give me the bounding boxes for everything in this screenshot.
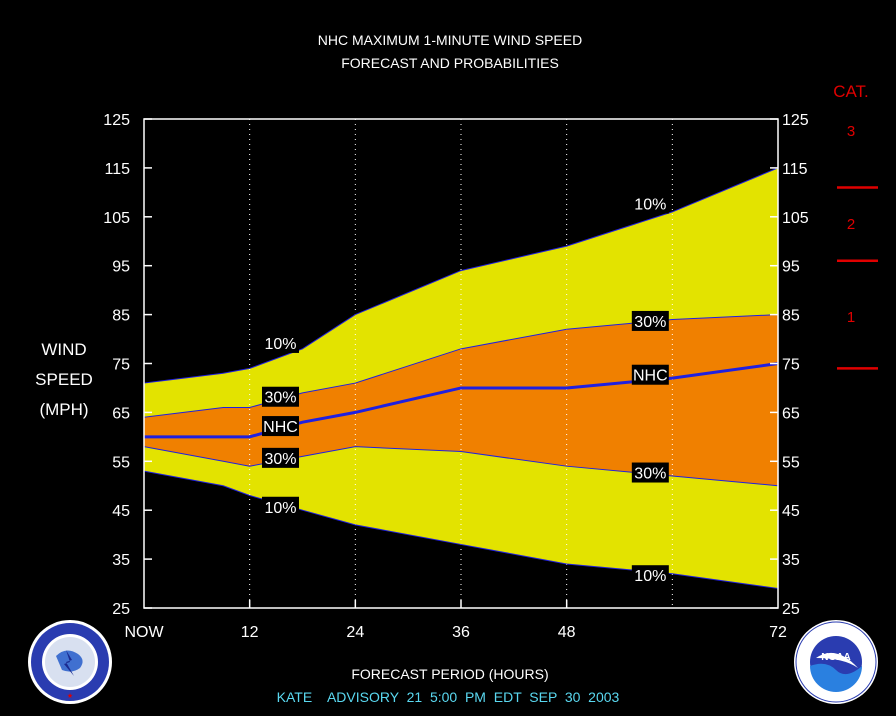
series-label-box-6 — [631, 310, 669, 331]
chart-title-line1: NHC MAXIMUM 1-MINUTE WIND SPEED — [318, 32, 582, 48]
y-tick-label-left-55: 55 — [112, 454, 130, 471]
series-label-8: 30% — [634, 466, 666, 483]
y-tick-label-right-65: 65 — [782, 405, 800, 422]
chart-title-line2: FORECAST AND PROBABILITIES — [341, 55, 559, 71]
probability-bands — [144, 167, 778, 589]
y-tick-label-left-95: 95 — [112, 259, 130, 276]
series-label-4: 10% — [264, 500, 296, 517]
category-title: CAT. — [833, 82, 869, 101]
y-tick-label-left-35: 35 — [112, 552, 130, 569]
y-tick-label-left-45: 45 — [112, 503, 130, 520]
y-tick-label-right-105: 105 — [782, 210, 809, 227]
nws-logo: ★ — [28, 620, 112, 704]
y-tick-label-right-45: 45 — [782, 503, 800, 520]
series-label-box-0 — [261, 332, 299, 353]
advisory-footer: KATE ADVISORY 21 5:00 PM EDT SEP 30 2003 — [277, 689, 620, 705]
series-label-box-4 — [261, 496, 299, 517]
series-label-box-7 — [631, 364, 669, 385]
y-tick-label-left-25: 25 — [112, 601, 130, 618]
series-label-7: NHC — [633, 368, 668, 385]
y-tick-label-left-75: 75 — [112, 357, 130, 374]
series-label-6: 30% — [634, 314, 666, 331]
series-label-box-3 — [261, 447, 299, 468]
series-label-box-9 — [631, 565, 669, 586]
y-tick-label-left-125: 125 — [103, 112, 130, 129]
y-tick-label-right-25: 25 — [782, 601, 800, 618]
series-label-3: 30% — [264, 451, 296, 468]
y-axis-label-line2: SPEED — [35, 370, 93, 389]
y-tick-label-left-65: 65 — [112, 405, 130, 422]
inner-probability-band — [144, 314, 778, 486]
x-tick-label-24: 24 — [346, 624, 364, 641]
series-label-box-8 — [631, 462, 669, 483]
y-tick-label-right-55: 55 — [782, 454, 800, 471]
noaa-logo: NOAA — [794, 620, 878, 704]
y-tick-label-right-125: 125 — [782, 112, 809, 129]
svg-text:★: ★ — [67, 692, 73, 700]
y-axis-label-line3: (MPH) — [39, 400, 88, 419]
series-label-2: NHC — [263, 419, 298, 436]
x-tick-label-36: 36 — [452, 624, 470, 641]
y-tick-label-right-75: 75 — [782, 357, 800, 374]
x-axis-label: FORECAST PERIOD (HOURS) — [351, 666, 548, 682]
y-tick-label-left-85: 85 — [112, 308, 130, 325]
category-label-2: 2 — [847, 216, 855, 233]
x-tick-label-48: 48 — [558, 624, 576, 641]
axis-ticks: 25 25 35 35 45 45 55 55 65 65 75 75 85 85 95 95 105 105 11… — [103, 112, 809, 641]
x-tick-label-0: NOW — [124, 624, 164, 641]
y-tick-label-right-85: 85 — [782, 308, 800, 325]
noaa-logo-text: NOAA — [821, 652, 850, 663]
series-label-1: 30% — [264, 390, 296, 407]
series-label-5: 10% — [634, 197, 666, 214]
series-label-box-5 — [631, 193, 669, 214]
y-tick-label-right-115: 115 — [782, 161, 808, 178]
series-label-9: 10% — [634, 568, 666, 585]
probability-line-0 — [143, 167, 779, 384]
series-label-box-1 — [261, 386, 299, 407]
category-scale: CAT. 1 2 3 — [833, 82, 878, 370]
y-tick-label-right-95: 95 — [782, 259, 800, 276]
series-label-box-2 — [261, 416, 299, 437]
x-tick-label-12: 12 — [241, 624, 259, 641]
y-tick-label-left-115: 115 — [104, 161, 130, 178]
series-label-0: 10% — [264, 336, 296, 353]
series-labels: 10% 30% NHC 30% 10% 10% 30% NHC 30% 10% — [261, 193, 669, 586]
y-tick-label-right-35: 35 — [782, 552, 800, 569]
y-tick-label-left-105: 105 — [103, 210, 130, 227]
category-label-3: 3 — [847, 123, 855, 140]
y-axis-label-line1: WIND — [41, 340, 86, 359]
x-tick-label-72: 72 — [769, 624, 787, 641]
category-label-1: 1 — [847, 309, 855, 326]
